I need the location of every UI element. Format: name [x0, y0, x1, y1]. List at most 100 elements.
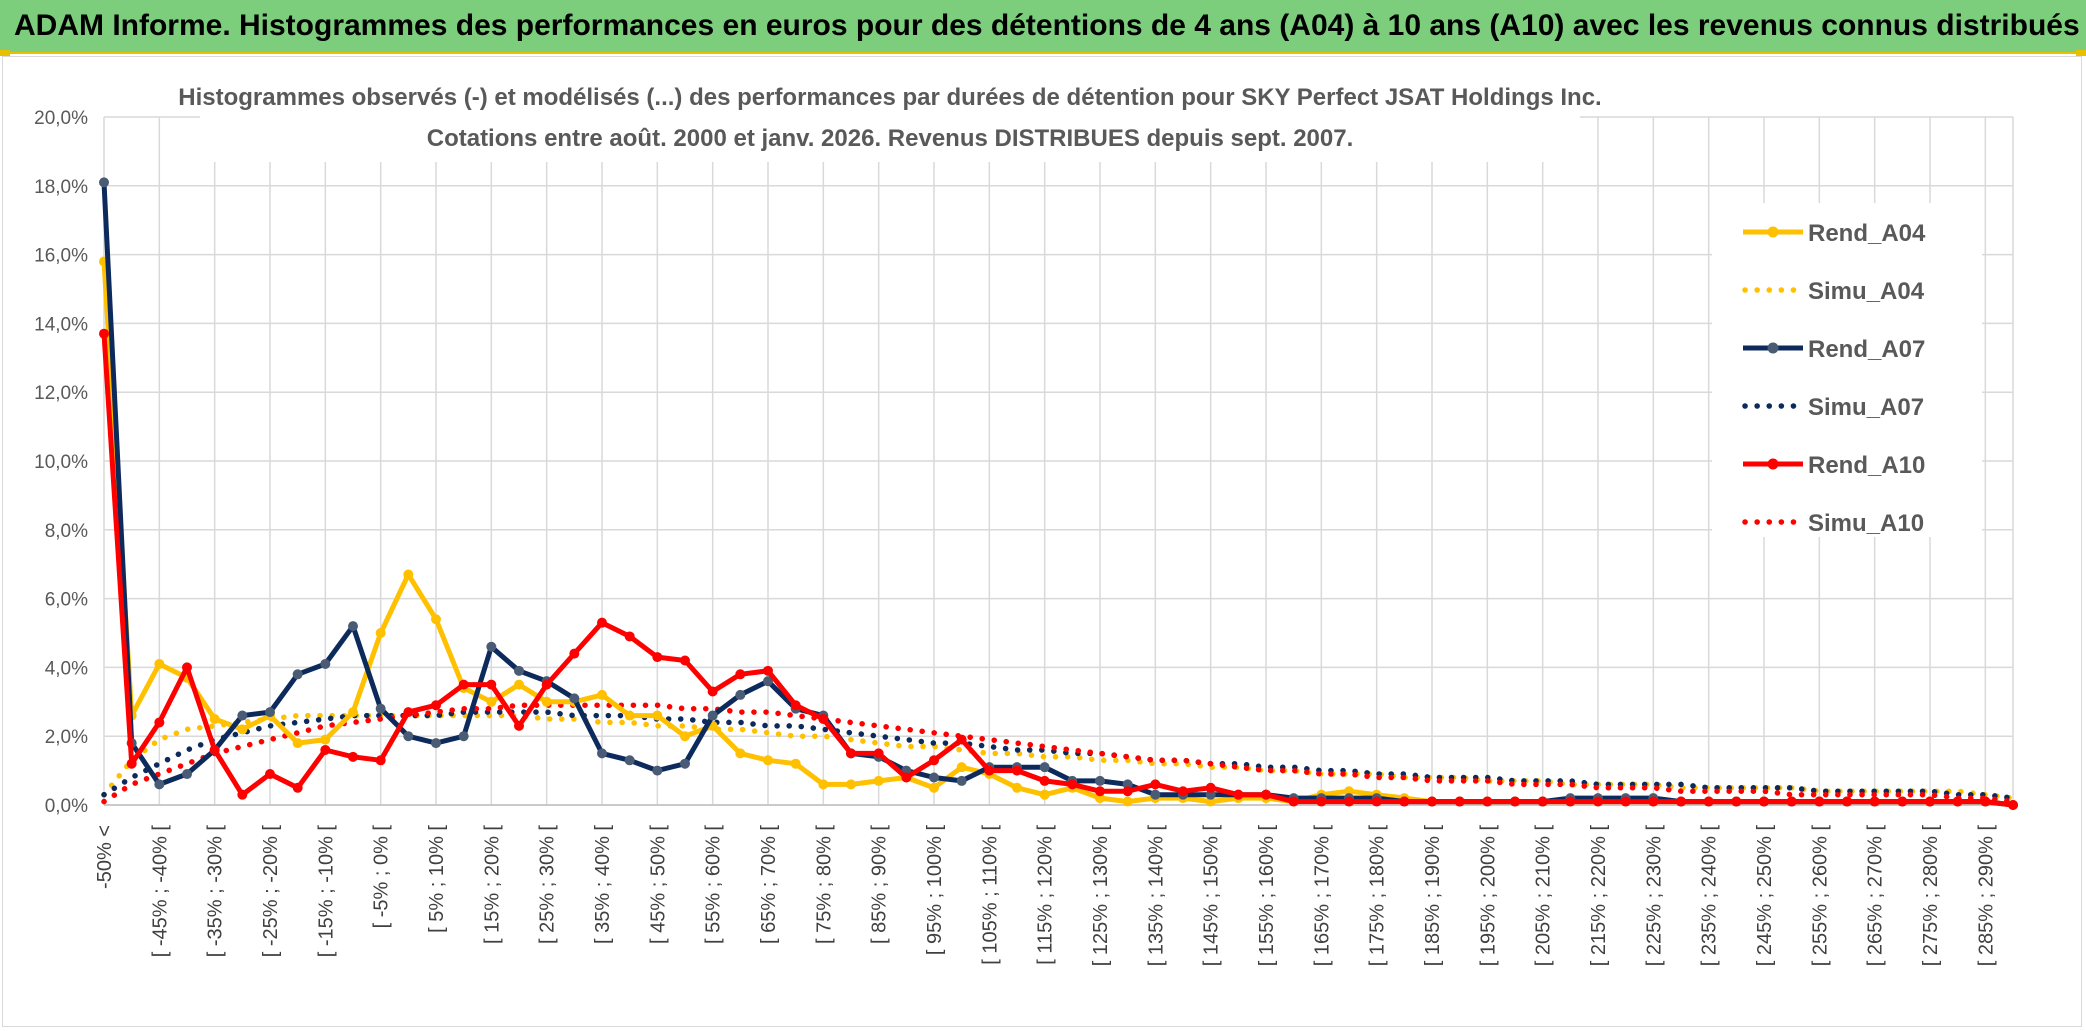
- series-point-rend-a10: [680, 655, 690, 666]
- legend-label-simu-a07: Simu_A07: [1808, 394, 1924, 421]
- y-tick-label: 18,0%: [34, 177, 88, 198]
- series-point-rend-a10: [320, 744, 331, 755]
- x-tick-label: [ -25% ; -20% [: [260, 825, 282, 958]
- series-point-rend-a04: [818, 779, 829, 790]
- series-line-simu-a07: [101, 709, 2016, 801]
- series-point-rend-a07: [1150, 789, 1161, 800]
- banner-corner-left: [0, 50, 10, 56]
- series-point-rend-a10: [1925, 796, 1935, 807]
- series-point-rend-a10: [929, 755, 939, 766]
- series-point-rend-a10: [790, 700, 801, 711]
- series-point-rend-a10: [1676, 796, 1686, 807]
- series-point-rend-a10: [1869, 796, 1880, 807]
- series-point-rend-a04: [652, 710, 663, 721]
- series-point-rend-a07: [624, 755, 635, 766]
- series-point-rend-a10: [956, 734, 967, 745]
- y-tick-label: 16,0%: [34, 246, 88, 267]
- series-point-rend-a04: [486, 696, 497, 707]
- x-tick-label: [ -15% ; -10% [: [315, 825, 337, 958]
- series-point-rend-a07: [597, 748, 607, 759]
- report-banner: ADAM Informe. Histogrammes des performan…: [0, 0, 2086, 54]
- series-point-rend-a10: [348, 751, 358, 762]
- series-point-rend-a07: [569, 693, 580, 704]
- x-tick-label: [ 135% ; 140% [: [1145, 825, 1167, 967]
- y-tick-label: 10,0%: [34, 452, 88, 473]
- series-point-rend-a10: [99, 328, 109, 339]
- series-point-rend-a10: [1759, 796, 1769, 807]
- series-point-rend-a07: [348, 621, 358, 632]
- series-point-rend-a04: [292, 738, 303, 749]
- series-point-rend-a04: [790, 758, 801, 769]
- series-point-rend-a10: [1427, 796, 1437, 807]
- series-point-rend-a04: [154, 658, 165, 669]
- series-point-rend-a07: [1039, 762, 1050, 773]
- series-point-rend-a10: [1565, 796, 1576, 807]
- series-point-rend-a04: [237, 724, 248, 735]
- x-tick-label: [ 5% ; 10% [: [426, 825, 448, 933]
- series-point-rend-a10: [126, 758, 137, 769]
- x-tick-label: [ 35% ; 40% [: [592, 825, 614, 944]
- legend-marker-rend-a10: [1767, 458, 1779, 470]
- y-tick-label: 2,0%: [45, 727, 88, 748]
- series-point-rend-a07: [265, 707, 275, 718]
- series-point-rend-a10: [1593, 796, 1603, 807]
- x-tick-label: [ 25% ; 30% [: [537, 825, 559, 944]
- legend-label-simu-a04: Simu_A04: [1808, 278, 1925, 305]
- series-point-rend-a07: [182, 769, 192, 780]
- series-point-rend-a07: [956, 775, 967, 786]
- series-point-rend-a10: [458, 679, 469, 690]
- series-point-rend-a10: [1620, 796, 1631, 807]
- series-point-rend-a07: [292, 669, 303, 680]
- series-point-rend-a04: [403, 569, 414, 580]
- series-point-rend-a07: [707, 710, 718, 721]
- x-tick-label: [ 195% ; 200% [: [1477, 825, 1499, 967]
- series-point-rend-a10: [1952, 796, 1963, 807]
- x-tick-label: [ 145% ; 150% [: [1201, 825, 1223, 967]
- x-tick-label: [ 225% ; 230% [: [1643, 825, 1665, 967]
- x-tick-label: -50% <: [94, 825, 116, 889]
- chart-frame: [2, 56, 2082, 1027]
- series-point-rend-a04: [763, 755, 773, 766]
- x-tick-label: [ -45% ; -40% [: [149, 825, 171, 958]
- series-point-rend-a10: [237, 789, 248, 800]
- series-point-rend-a07: [458, 731, 469, 742]
- series-point-rend-a10: [154, 717, 165, 728]
- series-point-rend-a10: [1178, 786, 1188, 797]
- series-point-rend-a07: [320, 658, 331, 669]
- y-tick-label: 8,0%: [45, 521, 88, 542]
- series-point-rend-a10: [209, 744, 220, 755]
- series-point-rend-a04: [1205, 796, 1216, 807]
- series-point-rend-a07: [929, 772, 939, 783]
- series-point-rend-a04: [348, 707, 358, 718]
- chart-subtitle: Cotations entre août. 2000 et janv. 2026…: [427, 125, 1354, 152]
- x-tick-label: [ 45% ; 50% [: [647, 825, 669, 944]
- report-title: ADAM Informe. Histogrammes des performan…: [14, 9, 2080, 42]
- legend-marker-rend-a04: [1767, 226, 1779, 238]
- series-point-rend-a10: [403, 707, 414, 718]
- x-tick-label: [ 85% ; 90% [: [869, 825, 891, 944]
- series-point-rend-a10: [984, 765, 995, 776]
- series-point-rend-a07: [652, 765, 663, 776]
- series-point-rend-a10: [375, 755, 386, 766]
- series-point-rend-a07: [237, 710, 248, 721]
- y-tick-label: 20,0%: [34, 108, 88, 129]
- series-point-rend-a04: [375, 628, 386, 638]
- series-point-rend-a07: [735, 689, 746, 700]
- x-tick-label: [ 15% ; 20% [: [481, 825, 503, 944]
- series-point-rend-a10: [486, 679, 497, 690]
- series-point-rend-a10: [1897, 796, 1908, 807]
- x-tick-label: [ 125% ; 130% [: [1090, 825, 1112, 967]
- x-tick-label: [ 205% ; 210% [: [1533, 825, 1555, 967]
- series-point-rend-a10: [1814, 796, 1825, 807]
- series-point-rend-a10: [763, 665, 773, 676]
- series-point-rend-a10: [1980, 796, 1991, 807]
- x-tick-label: [ 95% ; 100% [: [924, 825, 946, 956]
- y-tick-label: 0,0%: [45, 796, 88, 817]
- x-tick-label: [ 185% ; 190% [: [1422, 825, 1444, 967]
- series-point-rend-a10: [1150, 779, 1161, 790]
- x-tick-label: [ 165% ; 170% [: [1311, 825, 1333, 967]
- x-tick-label: [ 245% ; 250% [: [1754, 825, 1776, 967]
- x-tick-label: [ 175% ; 180% [: [1367, 825, 1389, 967]
- y-tick-label: 6,0%: [45, 590, 88, 611]
